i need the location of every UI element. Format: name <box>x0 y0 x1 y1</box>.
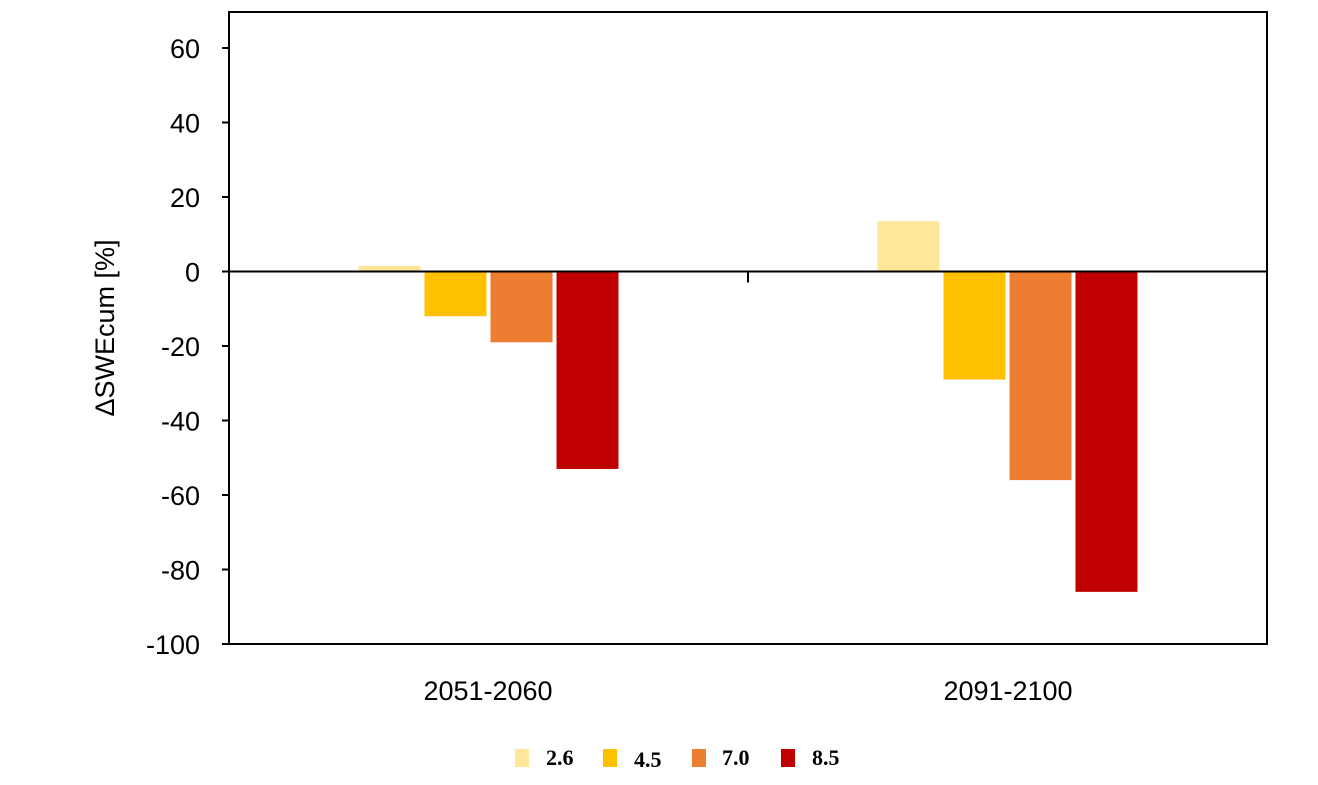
bar-2051-2060-4.5 <box>424 271 487 317</box>
y-tick-label: -100 <box>146 630 200 660</box>
bar-2091-2100-2.6 <box>877 221 940 272</box>
y-tick-label: 20 <box>170 183 200 213</box>
legend-label: 8.5 <box>812 745 840 770</box>
legend-swatch <box>781 749 795 767</box>
category-label: 2051-2060 <box>423 676 552 706</box>
legend-swatch <box>603 749 617 767</box>
bar-2051-2060-8.5 <box>556 271 619 469</box>
legend-label: 2.6 <box>546 745 574 770</box>
y-tick-label: 40 <box>170 109 200 139</box>
bar-2091-2100-7.0 <box>1009 271 1072 481</box>
y-tick-label: 60 <box>170 34 200 64</box>
bar-2051-2060-2.6 <box>358 265 421 272</box>
legend-swatch <box>692 749 706 767</box>
bar-2051-2060-7.0 <box>490 271 553 343</box>
legend-label: 7.0 <box>722 745 750 770</box>
y-tick-label: -20 <box>161 332 200 362</box>
legend-swatch <box>515 749 529 767</box>
category-label: 2091-2100 <box>943 676 1072 706</box>
y-axis-title: ΔSWEcum [%] <box>90 239 120 416</box>
y-axis-ticks: 60 40 20 0 -20 -40 -60 -80 -100 <box>146 34 229 660</box>
y-tick-label: -40 <box>161 407 200 437</box>
plot-area-frame <box>228 11 1268 645</box>
y-tick-label: -80 <box>161 556 200 586</box>
y-tick-label: 0 <box>185 258 200 288</box>
y-tick-label: -60 <box>161 481 200 511</box>
bar-2091-2100-4.5 <box>943 271 1006 380</box>
bars <box>358 221 1138 592</box>
bar-2091-2100-8.5 <box>1075 271 1138 592</box>
legend-label: 4.5 <box>634 747 662 772</box>
x-axis-categories: 2051-2060 2091-2100 <box>423 676 1072 706</box>
legend: 2.6 4.5 7.0 8.5 <box>515 745 840 772</box>
